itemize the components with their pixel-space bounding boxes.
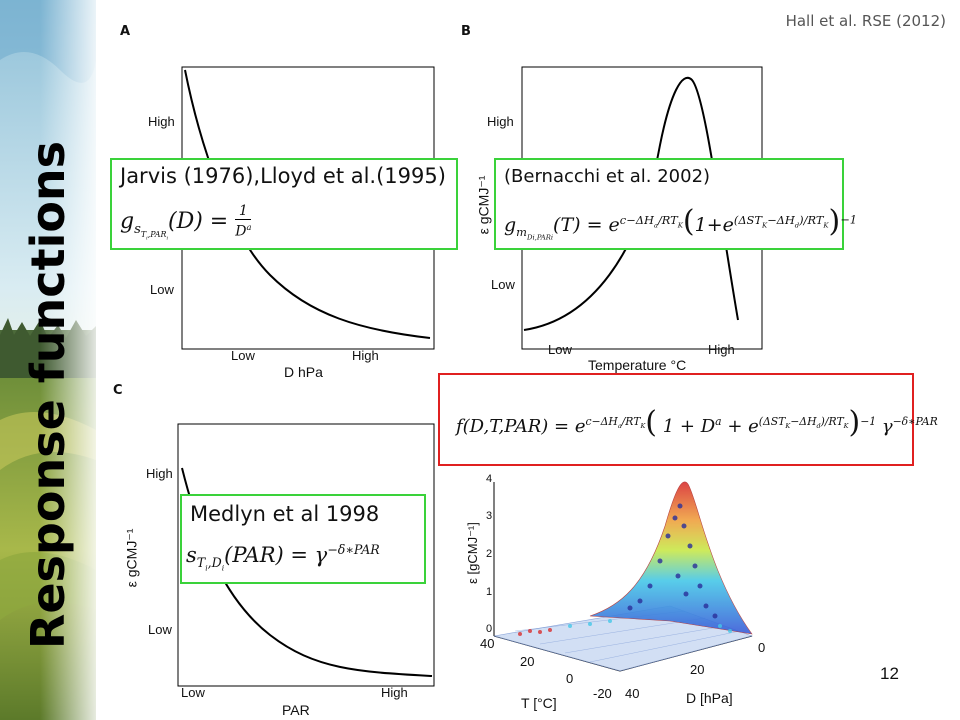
z-tick-1: 1: [486, 586, 493, 598]
panel-c-ylabel: ε gCMJ⁻¹: [123, 528, 140, 588]
jarvis-citation: Jarvis (1976),Lloyd et al.(1995): [120, 164, 446, 188]
bernacchi-equation-box: (Bernacchi et al. 2002) gmDi,PARi(T) = e…: [494, 158, 857, 250]
panel-b-ytick-high: High: [487, 114, 514, 129]
medlyn-equation-box: Medlyn et al 1998 sTi,Di(PAR) = γ−δ∗PAR: [180, 494, 426, 584]
panel-a-ytick-high: High: [148, 114, 175, 129]
z-axis-label: ε [gCMJ⁻¹]: [465, 522, 480, 584]
citation: Hall et al. RSE (2012): [785, 12, 946, 30]
t-axis-label: T [°C]: [521, 695, 557, 711]
d-tick-0: 0: [758, 640, 766, 655]
panel-c-xlabel: PAR: [282, 702, 310, 718]
panel-a-ytick-low: Low: [150, 282, 174, 297]
panel-a-xlabel: D hPa: [284, 364, 323, 380]
combined-equation-box: f(D,T,PAR) = ec−ΔHa/RTK( 1 + Da + e(ΔSTK…: [438, 373, 938, 466]
panel-c-label: C: [113, 383, 123, 398]
slide-title: Response functions: [21, 140, 75, 650]
panel-c-ytick-high: High: [146, 466, 173, 481]
t-tick-minus20: -20: [593, 686, 612, 701]
decorative-landscape-band: [0, 0, 96, 720]
page-number: 12: [880, 664, 899, 683]
panel-b-xtick-low: Low: [548, 342, 572, 357]
panel-c-xtick-high: High: [381, 685, 408, 700]
panel-b-xtick-high: High: [708, 342, 735, 357]
z-tick-4: 4: [486, 473, 493, 485]
panel-a-xtick-high: High: [352, 348, 379, 363]
z-tick-2: 2: [486, 548, 493, 560]
panel-b-label: B: [461, 24, 471, 39]
t-tick-0: 0: [566, 671, 574, 686]
t-tick-20: 20: [520, 654, 535, 669]
combined-formula: f(D,T,PAR) = ec−ΔHa/RTK( 1 + Da + e(ΔSTK…: [456, 405, 938, 440]
d-tick-20: 20: [690, 662, 705, 677]
z-tick-0: 0: [486, 623, 493, 635]
bernacchi-citation: (Bernacchi et al. 2002): [504, 166, 711, 187]
z-tick-3: 3: [486, 510, 493, 522]
panel-b-ylabel: ε gCMJ⁻¹: [475, 175, 492, 235]
d-axis-label: D [hPa]: [686, 690, 733, 706]
medlyn-citation: Medlyn et al 1998: [190, 502, 380, 526]
bernacchi-formula: gmDi,PARi(T) = ec−ΔHa/RTK(1+e(ΔSTK−ΔHd)/…: [504, 204, 858, 242]
panel-a-xtick-low: Low: [231, 348, 255, 363]
panel-c-xtick-low: Low: [181, 685, 205, 700]
jarvis-formula: gsTi,PARi(D) = 1 Da: [120, 203, 252, 242]
panel-b-xlabel: Temperature °C: [588, 357, 687, 373]
t-tick-40: 40: [480, 636, 495, 651]
surface-3d-plot: [493, 481, 753, 672]
medlyn-formula: sTi,Di(PAR) = γ−δ∗PAR: [186, 542, 380, 573]
panel-c-ytick-low: Low: [148, 622, 172, 637]
panel-a-label: A: [120, 24, 131, 39]
panel-b-ytick-low: Low: [491, 277, 515, 292]
panel-a-curve: [184, 69, 431, 339]
jarvis-equation-box: Jarvis (1976),Lloyd et al.(1995) gsTi,PA…: [110, 158, 458, 250]
d-tick-40: 40: [625, 686, 640, 701]
